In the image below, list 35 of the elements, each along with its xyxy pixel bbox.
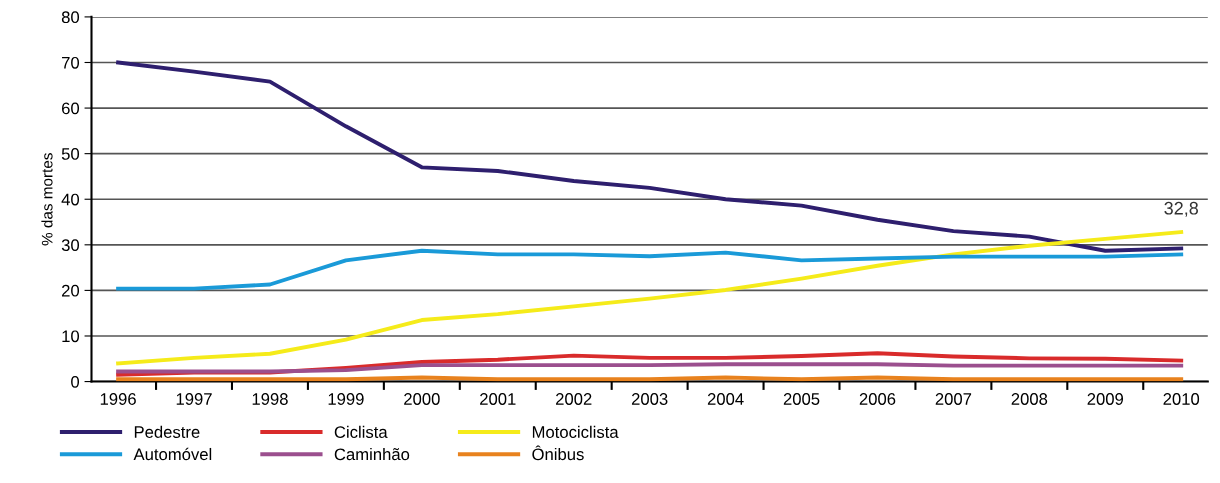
line-series [116,248,1184,291]
x-tick-label: 1997 [176,393,212,405]
y-tick-label: 30 [61,239,80,252]
x-tick-label: 2010 [1163,393,1200,405]
y-tick-label: 70 [62,56,80,69]
legend-label: Pedestre [134,425,200,438]
legend-label: Ônibus [532,445,584,461]
x-tick-label: 1996 [100,393,136,405]
x-tick-label: 2001 [480,393,516,405]
legend-label: Caminhão [334,447,410,461]
x-tick-label: 1998 [252,393,288,405]
x-tick-label: 2009 [1087,393,1124,405]
y-tick-label: 40 [61,193,80,206]
y-tick-label: 0 [71,375,80,388]
x-tick-label: 2008 [1011,393,1048,405]
y-tick-label: 50 [61,148,80,160]
legend-label: Ciclista [334,425,388,438]
legend-label: Motociclista [532,425,619,438]
x-tick-label: 2006 [859,393,896,405]
x-tick-label: 2005 [783,393,820,405]
y-tick-label: 80 [61,11,80,24]
y-tick-label: 10 [62,330,80,343]
x-tick-label: 2003 [631,393,668,405]
annotation: 32,8 [1164,201,1199,217]
x-tick-label: 2004 [707,393,744,405]
line-series [116,362,1184,374]
x-tick-label: 2007 [935,393,972,405]
legend-label: Automóvel [133,447,212,461]
y-axis-title: % das mortes [41,153,53,246]
x-tick-label: 2002 [556,393,592,405]
x-tick-label: 1999 [328,393,364,405]
line-series [116,230,1184,366]
y-tick-label: 20 [62,284,80,297]
x-tick-label: 2000 [404,393,440,405]
y-tick-label: 60 [62,102,80,115]
